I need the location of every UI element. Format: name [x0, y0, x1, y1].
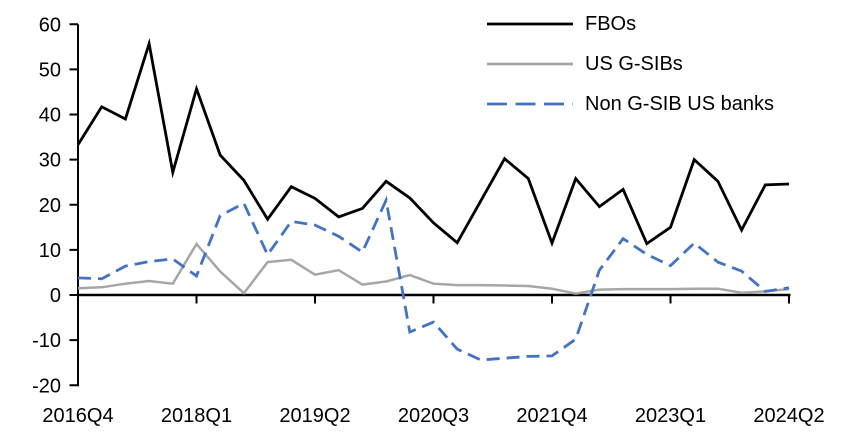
y-axis-tick-label: 0	[50, 285, 61, 307]
chart-legend: FBOs US G-SIBs Non G-SIB US banks	[487, 4, 774, 124]
y-axis-tick-label: 30	[39, 150, 61, 172]
y-axis-tick-label: -10	[32, 330, 61, 352]
legend-label-non-gsib-us-banks: Non G-SIB US banks	[585, 93, 774, 115]
y-axis-tick-label: 40	[39, 105, 61, 127]
x-axis-tick-label: 2019Q2	[279, 405, 350, 427]
y-axis-tick-label: 60	[39, 14, 61, 36]
legend-label-fbos: FBOs	[585, 13, 637, 35]
series-fbos	[76, 37, 790, 248]
legend-line-dashed-icon	[487, 102, 573, 106]
y-axis-tick-label: -20	[32, 375, 61, 397]
x-axis-tick-label: 2024Q2	[753, 405, 824, 427]
legend-item-non-gsib-us-banks: Non G-SIB US banks	[487, 84, 774, 124]
y-axis-tick-label: 10	[39, 240, 61, 262]
legend-line-solid-icon	[487, 22, 573, 26]
legend-item-us-gsibs: US G-SIBs	[487, 44, 774, 84]
x-axis-tick-label: 2016Q4	[42, 405, 113, 427]
y-axis-tick-label: 20	[39, 195, 61, 217]
series-non-g-sib-us-banks	[77, 195, 790, 362]
x-axis-tick-label: 2018Q1	[161, 405, 232, 427]
y-axis-tick-label: 50	[39, 59, 61, 81]
x-axis-tick-label: 2020Q3	[398, 405, 469, 427]
legend-label-us-gsibs: US G-SIBs	[585, 53, 683, 75]
x-axis-tick-label: 2021Q4	[516, 405, 587, 427]
legend-line-solid-icon	[487, 62, 573, 66]
legend-item-fbos: FBOs	[487, 4, 774, 44]
series-us-g-sibs	[77, 241, 790, 296]
x-axis-tick-label: 2023Q1	[635, 405, 706, 427]
